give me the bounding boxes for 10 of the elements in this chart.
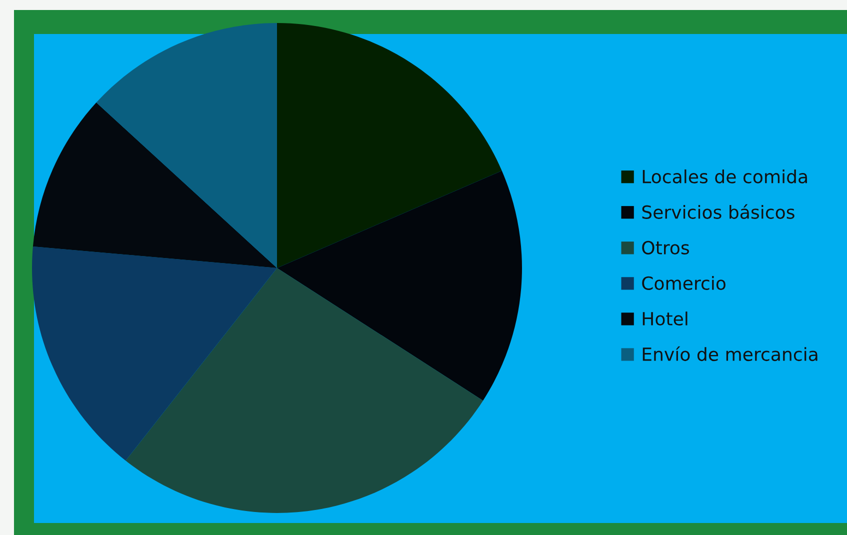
legend-label: Locales de comida	[642, 169, 807, 184]
legend-label: Hotel	[642, 312, 688, 326]
pie-slice	[126, 268, 484, 513]
legend-label: Envío de mercancia	[642, 346, 818, 362]
legend-label: Servicios básicos	[642, 204, 794, 219]
pie-slice	[96, 23, 277, 268]
pie-slice	[277, 23, 502, 268]
legend-label: Otros	[642, 240, 689, 254]
legend-label: Comercio	[642, 276, 726, 290]
pie-slice	[32, 246, 277, 461]
